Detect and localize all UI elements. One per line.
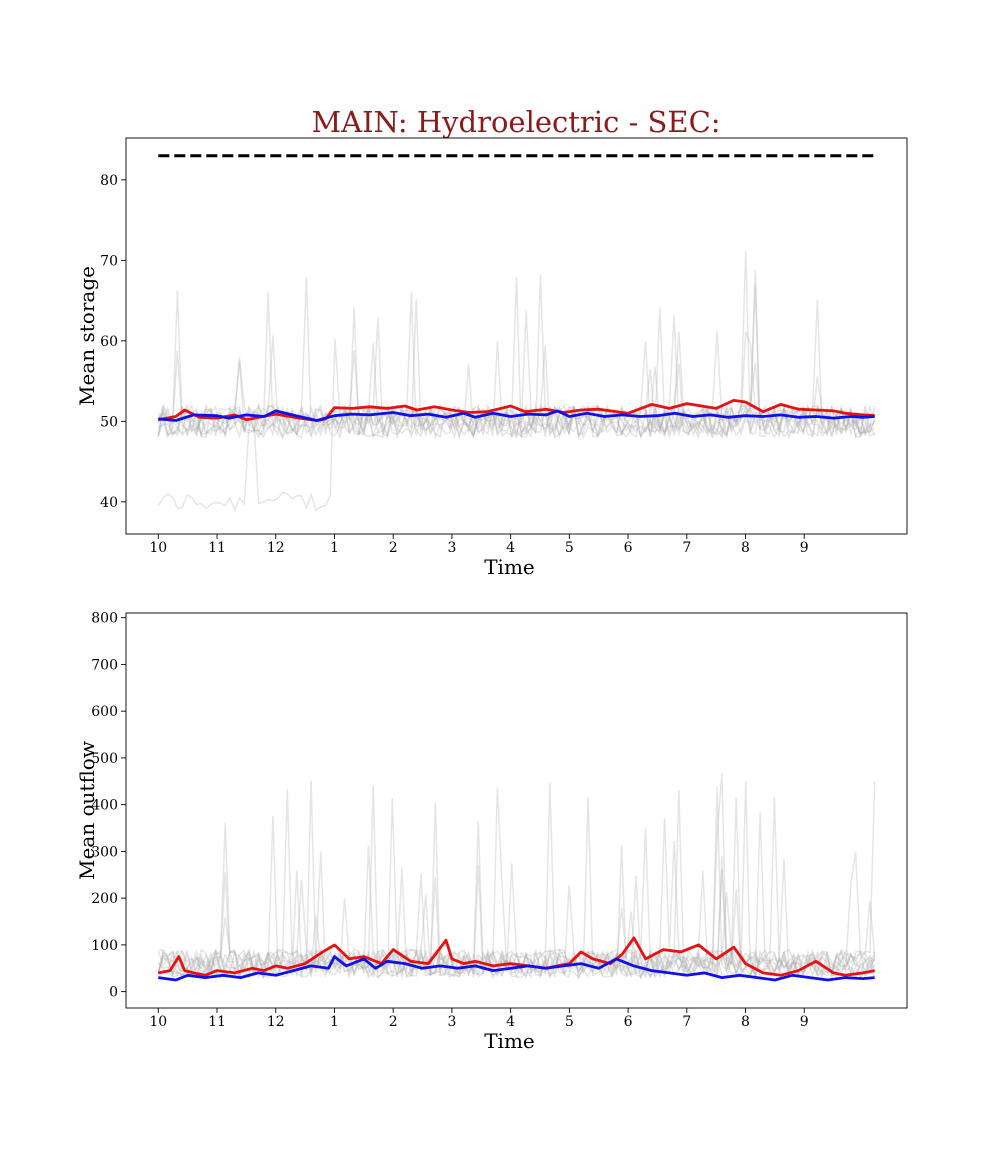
storage-y-tick-label: 60 xyxy=(100,334,118,350)
outflow-red-series-line xyxy=(158,936,875,977)
storage-x-tick-label: 2 xyxy=(389,540,398,556)
storage-x-axis-label: Time xyxy=(484,555,535,579)
storage-x-tick-label: 3 xyxy=(447,540,456,556)
storage-y-tick-label: 70 xyxy=(100,253,118,269)
storage-ensemble-trace xyxy=(157,290,875,440)
outflow-y-tick-label: 0 xyxy=(109,985,118,1001)
storage-y-tick-label: 40 xyxy=(100,495,118,511)
outflow-y-tick-label: 100 xyxy=(91,938,118,954)
figure-title: MAIN: Hydroelectric - SEC: xyxy=(311,105,720,139)
outflow-x-tick-label: 5 xyxy=(565,1014,574,1030)
outflow-blue-series-line xyxy=(158,955,875,982)
storage-x-tick-label: 4 xyxy=(506,540,515,556)
storage-y-axis-label: Mean storage xyxy=(75,266,99,406)
outflow-y-tick-label: 200 xyxy=(91,891,118,907)
outflow-y-axis-label: Mean outflow xyxy=(75,741,99,880)
storage-x-tick-label: 5 xyxy=(565,540,574,556)
storage-y-tick-label: 50 xyxy=(100,414,118,430)
outflow-ensemble-trace xyxy=(157,783,876,980)
outflow-x-tick-label: 3 xyxy=(447,1014,456,1030)
storage-blue-series-line xyxy=(158,409,875,422)
storage-x-tick-label: 7 xyxy=(682,540,691,556)
outflow-y-tick-label: 300 xyxy=(91,844,118,860)
outflow-y-tick-label: 700 xyxy=(91,657,118,673)
outflow-y-tick-label: 500 xyxy=(91,751,118,767)
outflow-x-tick-label: 4 xyxy=(506,1014,515,1030)
outflow-y-tick-label: 600 xyxy=(91,704,118,720)
outflow-x-tick-label: 1 xyxy=(330,1014,339,1030)
storage-ensemble-trace xyxy=(157,284,876,440)
outflow-plot-area xyxy=(157,773,876,982)
outflow-ensemble-trace xyxy=(157,797,876,980)
storage-x-tick-label: 8 xyxy=(741,540,750,556)
outflow-x-tick-label: 8 xyxy=(741,1014,750,1030)
storage-axes-frame xyxy=(125,137,908,535)
outflow-x-tick-label: 9 xyxy=(800,1014,809,1030)
storage-ensemble-trace xyxy=(157,338,876,513)
storage-ensemble-trace xyxy=(157,310,876,440)
storage-x-tick-label: 9 xyxy=(800,540,809,556)
outflow-ensemble-trace xyxy=(157,828,876,980)
outflow-x-tick-label: 2 xyxy=(389,1014,398,1030)
storage-x-tick-label: 1 xyxy=(330,540,339,556)
storage-ensemble-trace xyxy=(157,269,876,440)
storage-y-tick-label: 80 xyxy=(100,173,118,189)
storage-ensemble-trace xyxy=(157,335,876,440)
storage-x-tick-label: 11 xyxy=(208,540,226,556)
outflow-y-tick-label: 400 xyxy=(91,798,118,814)
storage-x-tick-label: 6 xyxy=(624,540,633,556)
outflow-x-tick-label: 6 xyxy=(624,1014,633,1030)
storage-ensemble-trace xyxy=(157,251,876,439)
storage-x-tick-label: 10 xyxy=(149,540,167,556)
storage-x-tick-label: 12 xyxy=(267,540,285,556)
outflow-axes-frame xyxy=(125,612,908,1009)
storage-plot-area xyxy=(157,154,876,513)
outflow-x-tick-label: 10 xyxy=(149,1014,167,1030)
storage-red-series-line xyxy=(158,398,875,422)
outflow-y-tick-label: 800 xyxy=(91,611,118,627)
outflow-x-tick-label: 11 xyxy=(208,1014,226,1030)
outflow-x-tick-label: 7 xyxy=(682,1014,691,1030)
outflow-ensemble-trace xyxy=(157,812,876,980)
outflow-x-tick-label: 12 xyxy=(267,1014,285,1030)
outflow-x-axis-label: Time xyxy=(484,1029,535,1053)
